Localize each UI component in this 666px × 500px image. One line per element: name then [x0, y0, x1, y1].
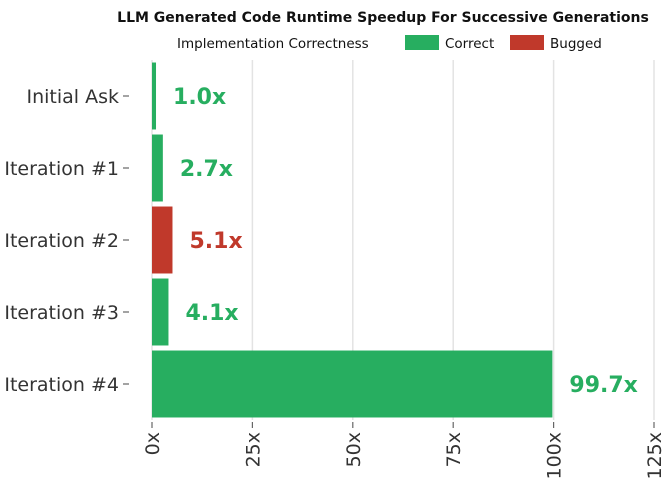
x-axis: 0x 25x 50x 75x 100x 125x	[142, 422, 666, 480]
legend-label-bugged: Bugged	[550, 36, 602, 52]
x-tick-label: 75x	[443, 432, 465, 467]
y-tick-label: Initial Ask	[26, 86, 119, 108]
y-tick-label: Iteration #2	[4, 230, 119, 252]
y-axis-labels: Initial Ask Iteration #1 Iteration #2 Itera…	[4, 86, 129, 396]
y-tick-label: Iteration #1	[4, 158, 119, 180]
x-tick-label: 125x	[644, 432, 666, 480]
chart-title: LLM Generated Code Runtime Speedup For S…	[117, 10, 649, 26]
x-tick-label: 100x	[544, 432, 566, 480]
x-tick-label: 0x	[142, 432, 164, 455]
bar	[152, 62, 157, 130]
data-label: 4.1x	[185, 301, 238, 326]
bars	[152, 62, 553, 418]
data-label: 1.0x	[173, 85, 226, 110]
bar	[152, 278, 169, 346]
data-label: 2.7x	[180, 157, 233, 182]
data-label: 99.7x	[569, 373, 637, 398]
data-labels: 1.0x 2.7x 5.1x 4.1x 99.7x	[173, 85, 638, 398]
bar	[152, 206, 173, 274]
legend-title: Implementation Correctness	[177, 36, 369, 52]
bar	[152, 134, 163, 202]
legend-label-correct: Correct	[445, 36, 494, 52]
legend-swatch-correct	[405, 35, 439, 50]
legend: Implementation Correctness Correct Bugged	[177, 35, 602, 52]
data-label: 5.1x	[189, 229, 242, 254]
y-tick-label: Iteration #4	[4, 374, 119, 396]
y-tick-label: Iteration #3	[4, 302, 119, 324]
legend-swatch-bugged	[510, 35, 544, 50]
x-tick-label: 25x	[242, 432, 264, 467]
x-tick-label: 50x	[343, 432, 365, 467]
bar	[152, 350, 553, 418]
